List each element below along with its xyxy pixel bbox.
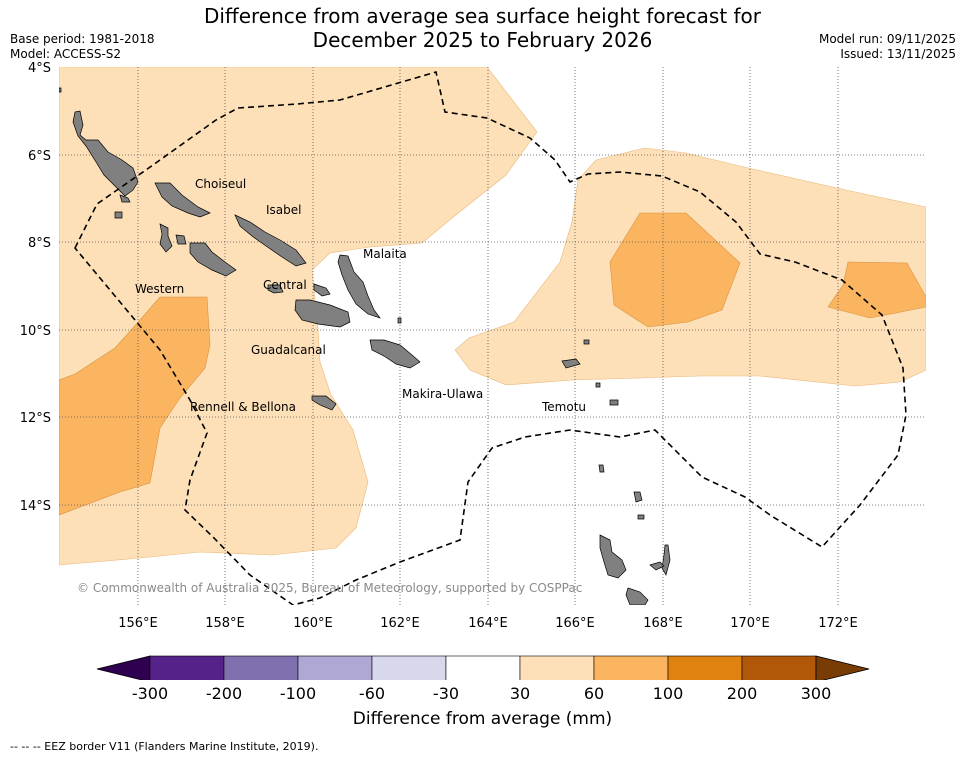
title-line-1: Difference from average sea surface heig… [203, 4, 762, 28]
colorbar-label: 300 [800, 684, 832, 703]
map-layers [59, 67, 926, 605]
anomaly-region-60-100-west [59, 296, 211, 516]
lon-tick: 160°E [293, 616, 333, 631]
colorbar-label: 30 [509, 684, 531, 703]
colorbar-arrow-high [815, 655, 870, 680]
colorbar-segment [667, 655, 743, 680]
colorbar-segment [297, 655, 373, 680]
title-line-2: December 2025 to February 2026 [312, 28, 653, 52]
latitude-ticks: 4°S 6°S 8°S 10°S 12°S 14°S [20, 61, 51, 514]
colorbar-title: Difference from average (mm) [352, 709, 613, 729]
lon-tick: 166°E [555, 616, 595, 631]
label-malaita: Malaita [363, 247, 407, 261]
graticule [59, 67, 926, 605]
lat-tick: 14°S [20, 499, 51, 514]
colorbar-segment [371, 655, 447, 680]
anomaly-region-60-100-far-east [827, 261, 926, 319]
lon-tick: 172°E [818, 616, 858, 631]
issued-date: Issued: 13/11/2025 [840, 47, 956, 61]
colorbar [96, 655, 870, 680]
base-period: Base period: 1981-2018 [10, 32, 155, 46]
eez-footnote: -- -- -- EEZ border V11 (Flanders Marine… [10, 740, 319, 753]
eez-border [74, 70, 907, 605]
colorbar-label: -60 [358, 684, 386, 703]
label-makira-ulawa: Makira-Ulawa [402, 387, 483, 401]
label-rennell-bellona: Rennell & Bellona [190, 400, 296, 414]
label-isabel: Isabel [266, 203, 301, 217]
lon-tick: 170°E [730, 616, 770, 631]
colorbar-segment [519, 655, 595, 680]
meta-right: Model run: 09/11/2025 Issued: 13/11/2025 [819, 32, 956, 62]
colorbar-segment [149, 655, 225, 680]
model-name: Model: ACCESS-S2 [10, 47, 122, 61]
lat-tick: 6°S [28, 149, 51, 164]
lon-tick: 164°E [468, 616, 508, 631]
longitude-ticks: 156°E 158°E 160°E 162°E 164°E 166°E 168°… [118, 616, 858, 631]
copyright-notice: © Commonwealth of Australia 2025, Bureau… [77, 581, 582, 595]
lat-tick: 8°S [28, 236, 51, 251]
lat-tick: 12°S [20, 411, 51, 426]
lat-tick: 10°S [20, 324, 51, 339]
meta-left: Base period: 1981-2018 Model: ACCESS-S2 [10, 32, 155, 62]
place-labels: Choiseul Isabel Malaita Western Central … [135, 177, 586, 414]
land-islands [59, 87, 671, 605]
label-western: Western [135, 282, 184, 296]
colorbar-label: -300 [131, 684, 169, 703]
colorbar-label: -100 [279, 684, 317, 703]
colorbar-segment [223, 655, 299, 680]
colorbar-label: 60 [583, 684, 605, 703]
anomaly-region-60-100-east [609, 212, 741, 328]
colorbar-segment [445, 655, 521, 680]
colorbar-segment [593, 655, 669, 680]
lat-tick: 4°S [28, 61, 51, 76]
label-guadalcanal: Guadalcanal [251, 343, 326, 357]
label-temotu: Temotu [541, 400, 586, 414]
colorbar-label: 200 [726, 684, 758, 703]
label-central: Central [263, 278, 307, 292]
model-run: Model run: 09/11/2025 [818, 32, 956, 46]
lon-tick: 168°E [643, 616, 683, 631]
colorbar-label: 100 [652, 684, 684, 703]
lon-tick: 156°E [118, 616, 158, 631]
label-choiseul: Choiseul [195, 177, 246, 191]
colorbar-label: -200 [205, 684, 243, 703]
map-title: Difference from average sea surface heig… [0, 4, 965, 52]
colorbar-arrow-low [96, 655, 151, 680]
map-canvas: Choiseul Isabel Malaita Western Central … [20, 61, 926, 680]
lon-tick: 158°E [205, 616, 245, 631]
colorbar-segment [741, 655, 817, 680]
colorbar-label: -30 [432, 684, 460, 703]
lon-tick: 162°E [380, 616, 420, 631]
